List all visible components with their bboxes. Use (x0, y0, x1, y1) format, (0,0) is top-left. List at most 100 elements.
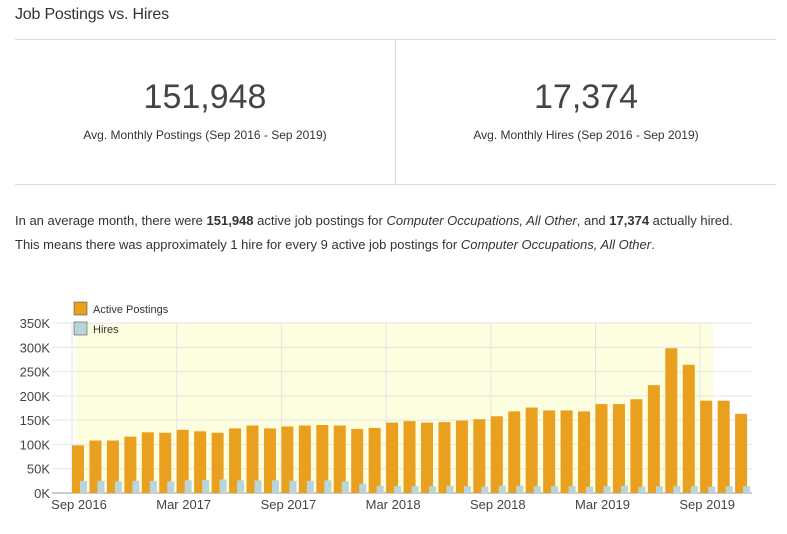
hires-bar[interactable] (97, 480, 105, 493)
posting-bar[interactable] (700, 400, 713, 493)
hires-bar[interactable] (516, 485, 524, 493)
hires-bar[interactable] (690, 486, 698, 493)
hires-bar[interactable] (673, 486, 681, 493)
hires-bar[interactable] (306, 480, 314, 493)
hires-bar[interactable] (603, 486, 611, 493)
posting-bar[interactable] (333, 425, 346, 493)
posting-bar[interactable] (368, 427, 381, 493)
y-tick-label: 50K (27, 462, 50, 477)
posting-bar[interactable] (141, 432, 154, 493)
hires-bar[interactable] (376, 485, 384, 493)
hires-bar[interactable] (725, 486, 733, 493)
hires-bar[interactable] (80, 480, 87, 493)
posting-bar[interactable] (298, 425, 311, 493)
posting-bar[interactable] (246, 425, 259, 493)
summary-text: In an average month, there were 151,948 … (15, 209, 780, 257)
summary-text-part: In an average month, there were (15, 213, 207, 228)
hires-bar[interactable] (271, 480, 279, 493)
posting-bar[interactable] (263, 428, 276, 493)
hires-bar[interactable] (324, 480, 332, 493)
summary-postings-value: 151,948 (206, 213, 254, 228)
hires-bar[interactable] (394, 486, 402, 493)
hires-bar[interactable] (411, 486, 419, 493)
posting-bar[interactable] (421, 422, 433, 493)
hires-bar[interactable] (219, 479, 227, 493)
hires-bar[interactable] (708, 486, 716, 493)
posting-bar[interactable] (490, 416, 503, 493)
posting-bar[interactable] (106, 440, 119, 493)
legend-swatch-postings (73, 301, 88, 316)
hires-bar[interactable] (568, 486, 576, 493)
x-tick-label: Sep 2018 (470, 497, 526, 512)
hires-bar[interactable] (341, 481, 349, 493)
summary-hires-value: 17,374 (609, 213, 650, 228)
posting-bar[interactable] (735, 413, 748, 493)
posting-bar[interactable] (717, 400, 730, 493)
posting-bar[interactable] (560, 410, 573, 493)
chart-title: Job Postings vs. Hires (15, 6, 169, 23)
posting-bar[interactable] (386, 422, 399, 493)
hires-bar[interactable] (743, 486, 751, 493)
summary-text-part: . (651, 237, 655, 252)
hires-bar[interactable] (114, 481, 122, 493)
hires-bar[interactable] (149, 480, 157, 493)
posting-bar[interactable] (176, 429, 189, 493)
postings-label: Avg. Monthly Postings (Sep 2016 - Sep 20… (83, 128, 327, 142)
x-tick-label: Mar 2018 (366, 497, 421, 512)
posting-bar[interactable] (647, 385, 660, 493)
posting-bar[interactable] (89, 440, 102, 493)
summary-text-part: , and (576, 213, 610, 228)
posting-bar[interactable] (124, 436, 137, 493)
posting-bar[interactable] (438, 422, 451, 493)
legend-label-postings: Active Postings (93, 304, 169, 316)
posting-bar[interactable] (194, 431, 207, 493)
hires-bar[interactable] (655, 486, 663, 493)
hires-bar[interactable] (498, 485, 506, 493)
posting-bar[interactable] (211, 432, 224, 493)
hires-bar[interactable] (620, 485, 628, 493)
posting-bar[interactable] (665, 348, 678, 493)
hires-bar[interactable] (446, 485, 454, 493)
hires-bar[interactable] (202, 479, 210, 493)
posting-bar[interactable] (455, 420, 468, 493)
hires-bar[interactable] (184, 480, 192, 493)
y-tick-label: 0K (34, 486, 50, 501)
hires-value: 17,374 (534, 78, 638, 116)
posting-bar[interactable] (612, 404, 625, 493)
hires-bar[interactable] (132, 480, 140, 493)
hires-bar[interactable] (289, 480, 297, 493)
hires-bar[interactable] (481, 486, 489, 493)
hires-bar[interactable] (429, 486, 436, 493)
summary-text-part: This means there was approximately 1 hir… (15, 237, 461, 252)
posting-bar[interactable] (159, 432, 172, 493)
posting-bar[interactable] (595, 404, 608, 493)
posting-bar[interactable] (543, 410, 556, 493)
posting-bar[interactable] (403, 421, 416, 493)
y-tick-label: 350K (20, 316, 51, 331)
hires-bar[interactable] (463, 486, 471, 493)
hires-bar[interactable] (551, 486, 559, 493)
posting-bar[interactable] (525, 407, 538, 493)
x-tick-label: Sep 2017 (261, 497, 317, 512)
hires-bar[interactable] (237, 480, 245, 493)
posting-bar[interactable] (682, 364, 695, 493)
posting-bar[interactable] (351, 428, 364, 493)
hires-bar[interactable] (638, 486, 646, 493)
posting-bar[interactable] (316, 425, 329, 493)
stats-panel: 151,948 Avg. Monthly Postings (Sep 2016 … (15, 39, 776, 185)
posting-bar[interactable] (473, 419, 486, 493)
summary-text-part: actually hired. (649, 213, 733, 228)
x-tick-label: Mar 2019 (575, 497, 630, 512)
posting-bar[interactable] (630, 399, 643, 493)
posting-bar[interactable] (578, 411, 591, 493)
posting-bar[interactable] (229, 428, 242, 493)
posting-bar[interactable] (281, 426, 294, 493)
hires-bar[interactable] (359, 483, 367, 493)
y-tick-label: 300K (20, 340, 51, 355)
hires-bar[interactable] (586, 486, 594, 493)
hires-bar[interactable] (167, 481, 175, 493)
hires-bar[interactable] (254, 480, 262, 493)
posting-bar[interactable] (508, 411, 521, 493)
legend-label-hires: Hires (93, 324, 119, 336)
hires-bar[interactable] (533, 486, 541, 493)
